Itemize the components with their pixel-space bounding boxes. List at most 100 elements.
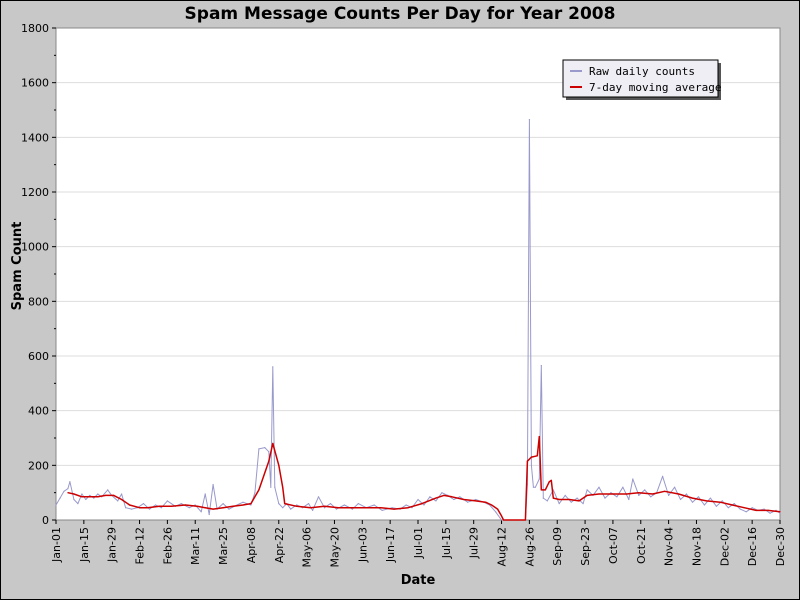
data-point bbox=[196, 505, 198, 507]
data-point bbox=[188, 507, 190, 509]
data-point bbox=[779, 511, 781, 513]
data-point bbox=[638, 494, 640, 496]
x-tick-label: Jun-03 bbox=[356, 527, 369, 563]
data-point bbox=[228, 508, 230, 510]
data-point bbox=[548, 481, 550, 483]
data-point bbox=[441, 492, 443, 494]
data-point bbox=[733, 503, 735, 505]
data-point bbox=[242, 501, 244, 503]
data-point bbox=[121, 498, 123, 501]
data-point bbox=[184, 504, 186, 506]
data-point bbox=[586, 489, 588, 491]
data-point bbox=[721, 500, 723, 502]
data-point bbox=[604, 497, 606, 499]
data-point bbox=[310, 507, 312, 509]
data-point bbox=[222, 507, 224, 509]
data-point bbox=[485, 501, 487, 503]
data-point bbox=[242, 504, 244, 506]
x-tick-label: Jul-29 bbox=[468, 527, 481, 559]
y-tick-label: 400 bbox=[28, 405, 49, 418]
y-axis-label: Spam Count bbox=[10, 222, 25, 311]
data-point bbox=[296, 505, 298, 507]
data-point bbox=[335, 508, 338, 510]
data-point bbox=[278, 503, 280, 505]
data-point bbox=[204, 493, 206, 495]
data-point bbox=[97, 493, 99, 495]
data-point bbox=[779, 512, 781, 514]
y-tick-label: 1600 bbox=[21, 77, 49, 90]
data-point bbox=[379, 507, 381, 509]
x-tick-label: Jul-15 bbox=[440, 527, 453, 559]
data-point bbox=[373, 504, 375, 506]
data-point bbox=[357, 503, 359, 505]
data-point bbox=[576, 497, 578, 499]
data-point bbox=[697, 496, 700, 498]
data-point bbox=[423, 504, 425, 506]
data-point bbox=[142, 503, 145, 505]
data-point bbox=[365, 507, 367, 509]
data-point bbox=[528, 119, 531, 121]
data-point bbox=[435, 497, 437, 499]
data-point bbox=[540, 489, 542, 491]
data-point bbox=[337, 507, 339, 509]
data-point bbox=[495, 511, 497, 513]
data-point bbox=[524, 519, 527, 521]
data-point bbox=[500, 515, 503, 517]
data-point bbox=[612, 493, 614, 495]
data-point bbox=[93, 497, 95, 499]
data-point bbox=[117, 500, 119, 502]
data-point bbox=[113, 494, 115, 496]
data-point bbox=[170, 505, 172, 507]
legend-label-avg: 7-day moving average bbox=[589, 81, 721, 94]
data-point bbox=[578, 500, 580, 502]
data-point bbox=[530, 456, 533, 458]
data-point bbox=[343, 504, 345, 506]
x-tick-label: Mar-25 bbox=[217, 527, 230, 565]
data-point bbox=[250, 503, 252, 505]
data-point bbox=[542, 497, 544, 499]
data-point bbox=[272, 366, 274, 368]
plot-area bbox=[56, 28, 780, 520]
data-point bbox=[393, 508, 395, 510]
data-point bbox=[538, 436, 540, 438]
data-point bbox=[381, 509, 383, 511]
data-point bbox=[743, 507, 745, 509]
data-point bbox=[530, 464, 533, 466]
data-point bbox=[475, 498, 477, 501]
data-point bbox=[626, 493, 628, 495]
x-tick-label: Aug-26 bbox=[523, 527, 536, 566]
x-tick-label: Jan-29 bbox=[106, 527, 119, 563]
data-point bbox=[532, 486, 535, 488]
x-tick-label: Feb-26 bbox=[161, 527, 174, 564]
data-point bbox=[751, 507, 753, 509]
data-point bbox=[129, 504, 131, 506]
data-point bbox=[755, 509, 757, 511]
data-point bbox=[69, 481, 71, 483]
x-tick-label: Nov-04 bbox=[663, 527, 676, 566]
data-point bbox=[662, 475, 664, 477]
data-point bbox=[703, 504, 706, 506]
data-point bbox=[544, 489, 546, 491]
data-point bbox=[264, 447, 266, 449]
data-point bbox=[351, 507, 353, 509]
data-point bbox=[638, 492, 640, 494]
data-point bbox=[148, 508, 151, 510]
data-point bbox=[166, 500, 168, 502]
series-layer bbox=[55, 119, 781, 521]
data-point bbox=[664, 490, 666, 492]
data-point bbox=[290, 508, 292, 510]
data-point bbox=[502, 519, 505, 521]
data-point bbox=[610, 492, 612, 494]
data-point bbox=[564, 494, 566, 496]
y-ticks: 0 200 400 600 800 1000 1200 1400 1600 1800 bbox=[21, 22, 56, 527]
data-point bbox=[312, 509, 314, 511]
data-point bbox=[628, 498, 630, 501]
data-point bbox=[500, 519, 503, 521]
data-point bbox=[138, 507, 141, 509]
data-point bbox=[467, 501, 469, 503]
data-point bbox=[308, 503, 310, 505]
x-tick-label: May-06 bbox=[301, 527, 314, 568]
data-point bbox=[453, 498, 455, 501]
x-axis-label: Date bbox=[401, 573, 436, 588]
